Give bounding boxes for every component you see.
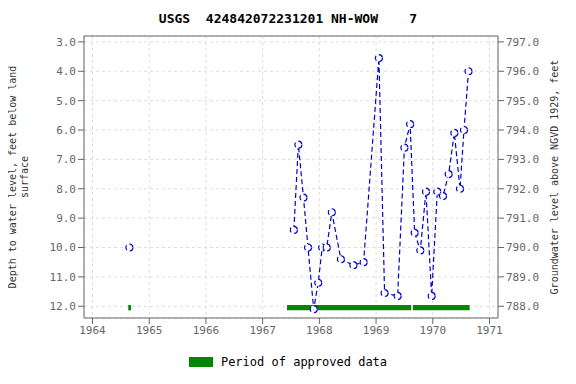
svg-text:791.0: 791.0 bbox=[506, 212, 539, 225]
svg-text:5.0: 5.0 bbox=[56, 95, 76, 108]
svg-text:9.0: 9.0 bbox=[56, 212, 76, 225]
svg-text:796.0: 796.0 bbox=[506, 65, 539, 78]
svg-text:3.0: 3.0 bbox=[56, 36, 76, 49]
svg-text:795.0: 795.0 bbox=[506, 95, 539, 108]
svg-text:1967: 1967 bbox=[249, 324, 276, 337]
html-text:Period of approved data: Period of approved data bbox=[220, 355, 388, 369]
svg-text:794.0: 794.0 bbox=[506, 124, 539, 137]
svg-text:1970: 1970 bbox=[420, 324, 447, 337]
svg-text:790.0: 790.0 bbox=[506, 241, 539, 254]
svg-text:1968: 1968 bbox=[306, 324, 333, 337]
svg-text:1965: 1965 bbox=[136, 324, 163, 337]
svg-text:11.0: 11.0 bbox=[50, 271, 77, 284]
svg-text:1969: 1969 bbox=[363, 324, 390, 337]
svg-text:792.0: 792.0 bbox=[506, 183, 539, 196]
html-text:USGS 424842072231201 NH-WOW 7: USGS 424842072231201 NH-WOW 7 bbox=[158, 11, 418, 26]
svg-text:6.0: 6.0 bbox=[56, 124, 76, 137]
svg-text:797.0: 797.0 bbox=[506, 36, 539, 49]
svg-text:789.0: 789.0 bbox=[506, 271, 539, 284]
svg-text:8.0: 8.0 bbox=[56, 183, 76, 196]
svg-text:12.0: 12.0 bbox=[50, 300, 77, 313]
svg-text:7.0: 7.0 bbox=[56, 153, 76, 166]
svg-text:1971: 1971 bbox=[476, 324, 503, 337]
svg-text:4.0: 4.0 bbox=[56, 65, 76, 78]
svg-text:1964: 1964 bbox=[79, 324, 106, 337]
svg-text:Depth to water level, feet bel: Depth to water level, feet below landsur… bbox=[8, 66, 30, 289]
svg-text:1966: 1966 bbox=[193, 324, 220, 337]
svg-text:Groundwater level above NGVD 1: Groundwater level above NGVD 1929, feet bbox=[549, 60, 560, 295]
svg-text:10.0: 10.0 bbox=[50, 241, 77, 254]
svg-text:793.0: 793.0 bbox=[506, 153, 539, 166]
svg-text:788.0: 788.0 bbox=[506, 300, 539, 313]
